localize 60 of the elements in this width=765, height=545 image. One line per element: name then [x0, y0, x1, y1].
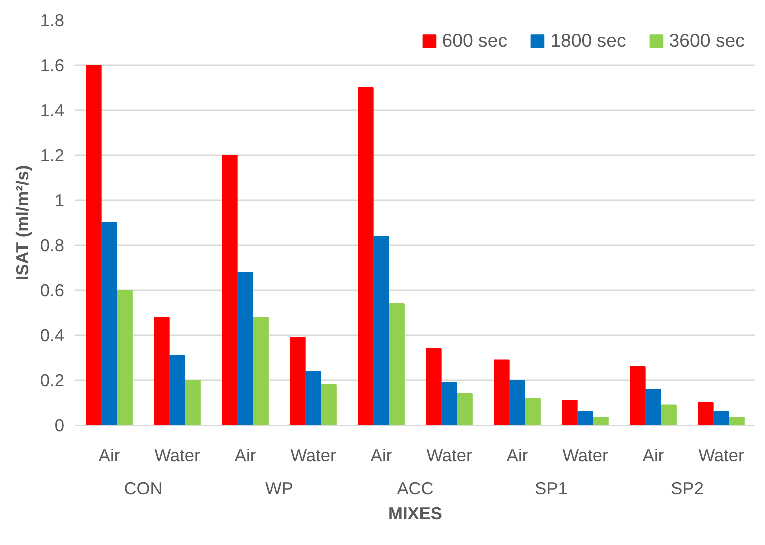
bar [578, 412, 594, 426]
bar [86, 65, 102, 426]
y-tick-label: 0.6 [40, 280, 65, 300]
text: CON [124, 478, 163, 498]
bar [457, 394, 473, 426]
y-tick-label: 1.4 [40, 100, 65, 120]
legend-label: 1800 sec [550, 30, 626, 52]
bar [510, 380, 526, 426]
x-tick-label: Air [98, 446, 120, 466]
bar [222, 155, 238, 426]
y-axis-title: ISAT (ml/m²/s) [12, 165, 32, 281]
bar [321, 384, 337, 426]
bar [646, 389, 662, 426]
legend-label: 600 sec [442, 30, 508, 52]
bar [661, 404, 677, 426]
x-axis-title: MIXES [388, 504, 442, 524]
x-tick-label: Air [370, 446, 392, 466]
bar [170, 355, 186, 426]
bar [306, 371, 322, 426]
bar [117, 290, 133, 426]
bar [630, 366, 646, 426]
x-tick-label: Air [506, 446, 528, 466]
legend-label: 3600 sec [669, 30, 745, 52]
y-tick-label: 0.8 [40, 236, 65, 256]
x-tick-label: Air [642, 446, 664, 466]
bar [374, 236, 390, 426]
bar [238, 272, 254, 426]
bar [593, 417, 609, 426]
bar [698, 402, 714, 426]
y-tick-label: 1.2 [40, 146, 65, 166]
bar [729, 417, 745, 426]
bar [426, 348, 442, 426]
text: WP [266, 478, 294, 498]
bar [185, 380, 201, 426]
y-tick-label: 0.4 [40, 326, 65, 346]
bar [389, 304, 405, 426]
bar [154, 317, 170, 426]
x-tick-label: Air [234, 446, 256, 466]
x-tick-label: Water [698, 446, 745, 466]
bar [714, 412, 730, 426]
bar [562, 400, 578, 426]
text: ACC [397, 478, 434, 498]
x-tick-label: Water [290, 446, 337, 466]
bar [494, 360, 510, 426]
y-tick-label: 1.6 [40, 56, 65, 76]
y-tick-label: 0.2 [40, 370, 65, 390]
x-tick-label: Water [154, 446, 201, 466]
bar [442, 382, 458, 426]
x-tick-label: Water [562, 446, 609, 466]
text: SP2 [671, 478, 704, 498]
y-tick-label: 1.8 [40, 10, 65, 30]
bar [290, 337, 306, 426]
bar [358, 88, 374, 426]
bar [525, 398, 541, 426]
bar [253, 317, 269, 426]
text: SP1 [535, 478, 568, 498]
bar [102, 222, 118, 426]
x-tick-label: Water [426, 446, 473, 466]
y-tick-label: 1 [54, 190, 65, 210]
y-tick-label: 0 [54, 416, 65, 436]
